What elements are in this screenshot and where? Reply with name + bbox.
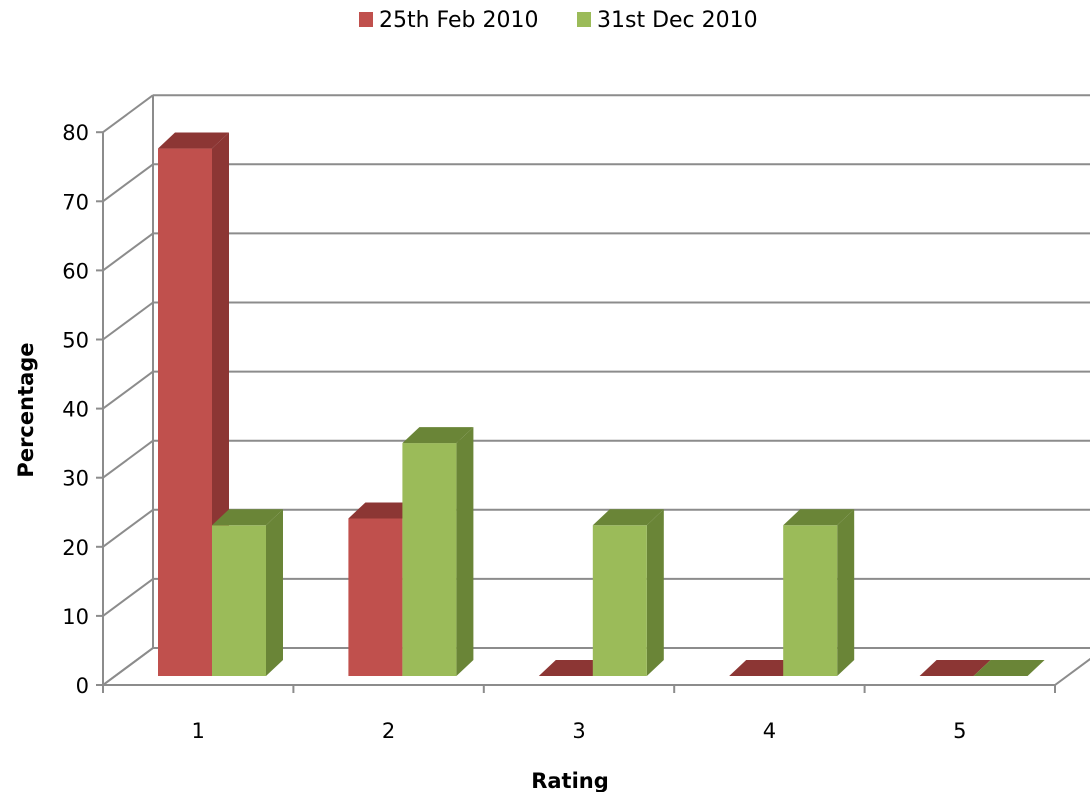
y-tick-label: 50 (62, 329, 89, 353)
bar-top (158, 132, 229, 149)
bar-5-series-1 (919, 660, 991, 676)
bar-5-series-2 (973, 660, 1045, 676)
gridline-side (102, 232, 154, 272)
y-tick-label: 0 (76, 674, 89, 698)
gridline-side (102, 578, 154, 617)
y-tick-labels: 0 10 20 30 40 50 60 70 80 (62, 121, 89, 698)
y-axis-title: Percentage (14, 342, 38, 477)
bar-side (837, 509, 855, 676)
x-tick-label: 3 (572, 719, 585, 743)
bar-top (592, 509, 664, 526)
bar-4-series-2 (783, 509, 855, 676)
legend: 25th Feb 2010 31st Dec 2010 (359, 8, 758, 33)
bar-1-series-2 (212, 509, 283, 676)
bar-4-series-1 (729, 660, 801, 676)
bar-top (919, 660, 991, 676)
x-tick-label: 5 (953, 719, 966, 743)
bar-top (402, 427, 474, 444)
y-tick-label: 30 (62, 467, 89, 491)
gridline-side (102, 94, 154, 134)
legend-item-series-1: 25th Feb 2010 (359, 8, 539, 33)
bar-top (783, 509, 855, 526)
bar-front (402, 443, 457, 676)
legend-swatch-series-2 (577, 12, 591, 27)
bar-side (266, 509, 283, 676)
bar-top (538, 660, 610, 676)
bar-front (348, 518, 403, 676)
bar-top (973, 660, 1045, 676)
legend-label-series-2: 31st Dec 2010 (597, 8, 758, 33)
bar-1-series-1 (158, 132, 229, 677)
legend-label-series-1: 25th Feb 2010 (379, 8, 539, 33)
bar-side (646, 509, 664, 676)
bar-3-series-2 (592, 509, 664, 676)
gridline-side (102, 370, 154, 410)
gridline-side (102, 439, 154, 479)
bars (158, 132, 1045, 677)
y-tick-label: 40 (62, 398, 89, 422)
axes (96, 131, 1056, 693)
bar-top (212, 509, 283, 526)
bar-2-series-2 (402, 427, 474, 676)
x-tick-labels: 1 2 3 4 5 (192, 719, 967, 743)
legend-item-series-2: 31st Dec 2010 (577, 8, 758, 33)
x-axis-title: Rating (531, 769, 609, 792)
bar-top (729, 660, 801, 676)
y-tick-label: 10 (62, 605, 89, 629)
gridlines (102, 94, 1090, 686)
bar-3-series-1 (538, 660, 610, 676)
y-tick-label: 20 (62, 536, 89, 560)
y-tick-label: 80 (62, 121, 89, 145)
bar-front (212, 525, 266, 676)
bar-top (348, 502, 420, 519)
y-tick-label: 70 (62, 190, 89, 214)
legend-swatch-series-1 (359, 12, 373, 27)
gridline-side (102, 163, 154, 203)
x-tick-label: 4 (763, 719, 776, 743)
x-tick-label: 2 (382, 719, 395, 743)
bar-front (592, 525, 647, 676)
bar-front (783, 525, 838, 676)
y-tick-label: 60 (62, 259, 89, 283)
gridline-side (102, 508, 154, 548)
gridline-side (102, 301, 154, 341)
gridline-side (102, 647, 154, 686)
x-tick-label: 1 (192, 719, 205, 743)
bar-front (158, 148, 212, 677)
bar-side (456, 427, 474, 676)
